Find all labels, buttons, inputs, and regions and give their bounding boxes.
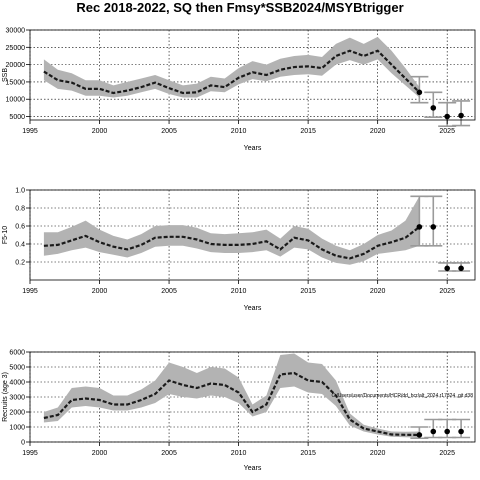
- chart-0-ytick-label-0: 5000: [9, 114, 25, 121]
- chart-1-proj-point-3: [458, 265, 464, 272]
- chart-2-xtick-label-4: 2015: [300, 450, 316, 457]
- chart-0-xtick-label-6: 2025: [439, 128, 455, 135]
- chart-0-xtick-label-0: 1995: [22, 128, 38, 135]
- chart-1-ylabel: F5-10: [2, 226, 9, 244]
- chart-1-xlabel: Years: [244, 305, 262, 312]
- chart-2-ci-band: [43, 353, 420, 438]
- chart-2-xlabel: Years: [244, 465, 262, 472]
- chart-1-ytick-label-0: 0.2: [15, 260, 25, 267]
- chart-2-xtick-label-6: 2025: [439, 450, 455, 457]
- chart-2-xtick-label-1: 2000: [92, 450, 108, 457]
- chart-2-proj-point-0: [416, 432, 423, 438]
- chart-2-ytick-label-5: 5000: [9, 365, 25, 372]
- chart-2-xtick-label-3: 2010: [231, 450, 247, 457]
- chart-1-xtick-label-3: 2010: [231, 288, 247, 295]
- chart-1-xtick-label-6: 2025: [439, 288, 455, 295]
- chart-1-proj-point-2: [444, 265, 450, 272]
- chart-2-ytick-label-0: 0: [21, 440, 25, 447]
- chart-0-ylabel: SSB: [2, 68, 9, 82]
- chart-0-xtick-label-3: 2010: [231, 128, 247, 135]
- chart-1-xtick-label-2: 2005: [161, 288, 177, 295]
- chart-1-xtick-label-0: 1995: [22, 288, 38, 295]
- chart-0-plot-frame: [29, 29, 476, 121]
- chart-0-proj-point-1: [430, 105, 437, 111]
- chart-0-xtick-label-5: 2020: [370, 128, 386, 135]
- chart-1-ytick-label-2: 0.6: [15, 224, 25, 231]
- chart-2-xtick-label-5: 2020: [370, 450, 386, 457]
- chart-0-xlabel: Years: [244, 145, 262, 152]
- chart-1-ci-band: [43, 196, 420, 265]
- chart-2-proj-point-1: [430, 428, 437, 435]
- chart-2-ytick-label-2: 2000: [9, 410, 25, 417]
- chart-2-median-line: [43, 371, 420, 437]
- chart-1-xtick-label-5: 2020: [370, 288, 386, 295]
- chart-0-median-line: [43, 49, 421, 95]
- chart-0-ytick-label-1: 10000: [6, 97, 26, 104]
- chart-0-proj-point-0: [416, 89, 423, 96]
- chart-1-xtick-label-4: 2015: [300, 288, 316, 295]
- chart-0-ytick-label-5: 30000: [6, 28, 26, 35]
- chart-1-ytick-label-3: 0.8: [15, 206, 25, 213]
- chart-2-annotation: C:/Users/user/Documents/HCR/dd_hcr/alt_2…: [332, 393, 474, 399]
- chart-0-proj-point-3: [458, 112, 464, 119]
- chart-0-xtick-label-4: 2015: [300, 128, 316, 135]
- chart-0-xtick-label-1: 2000: [92, 128, 108, 135]
- chart-2-ytick-label-1: 1000: [9, 425, 25, 432]
- chart-title: Rec 2018-2022, SQ then Fmsy*SSB2024/MSYB…: [76, 0, 404, 15]
- chart-1-ytick-label-1: 0.4: [15, 242, 25, 249]
- chart-2-proj-point-3: [458, 428, 464, 435]
- chart-2-ylabel: Recruits (age 3): [2, 372, 9, 422]
- chart-0-ytick-label-2: 15000: [6, 79, 26, 86]
- chart-2-proj-point-2: [444, 428, 450, 435]
- chart-1-ytick-label-4: 1.0: [15, 188, 25, 195]
- chart-2-ytick-label-3: 3000: [9, 395, 25, 402]
- chart-0-ytick-label-3: 20000: [6, 62, 26, 69]
- chart-2-xtick-label-0: 1995: [22, 450, 38, 457]
- chart-1-xtick-label-1: 2000: [92, 288, 108, 295]
- chart-1-plot-frame: [29, 189, 476, 281]
- chart-0-proj-point-2: [444, 113, 450, 120]
- chart-1-proj-point-0: [416, 224, 423, 230]
- chart-0-xtick-label-2: 2005: [161, 128, 177, 135]
- chart-0-ci-band: [43, 36, 420, 98]
- chart-2-ytick-label-6: 6000: [9, 350, 25, 357]
- chart-1-median-line: [43, 226, 421, 260]
- chart-0-ytick-label-4: 25000: [6, 45, 26, 52]
- chart-1-proj-point-1: [430, 224, 437, 230]
- chart-2-xtick-label-2: 2005: [161, 450, 177, 457]
- chart-2-ytick-label-4: 4000: [9, 380, 25, 387]
